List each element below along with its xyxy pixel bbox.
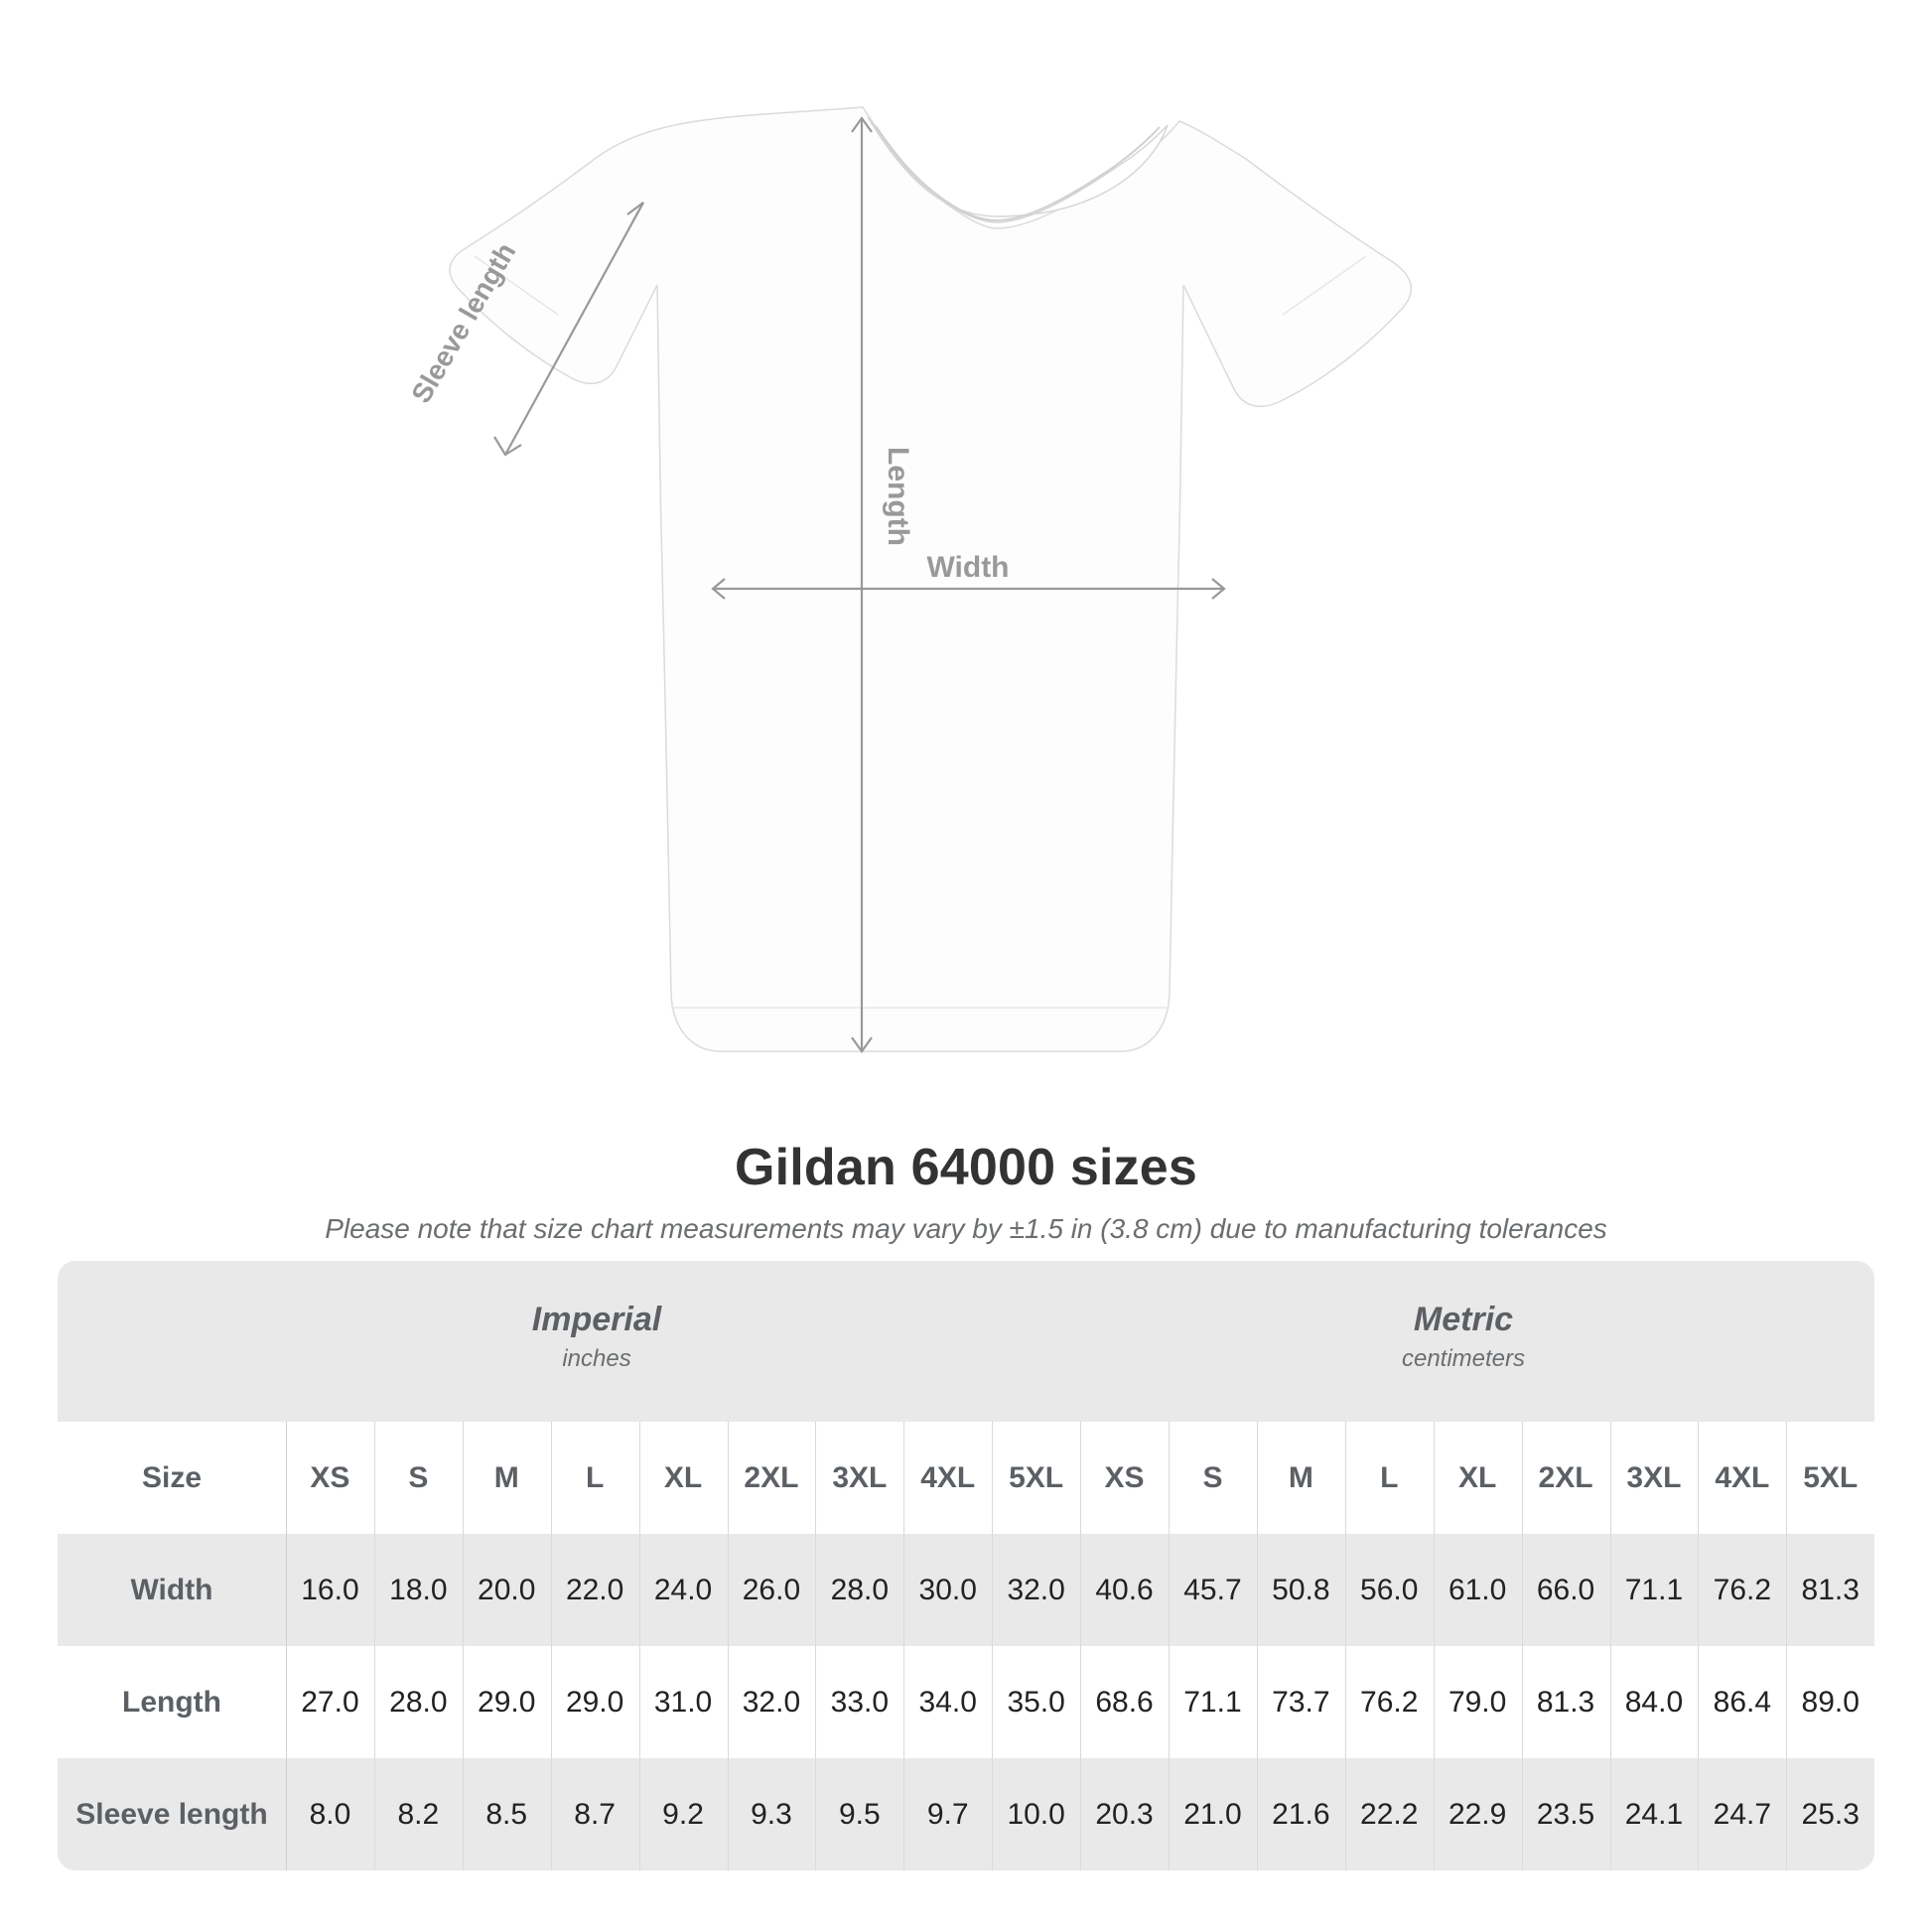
svg-text:Length: Length: [882, 447, 914, 546]
svg-text:Width: Width: [926, 551, 1009, 584]
